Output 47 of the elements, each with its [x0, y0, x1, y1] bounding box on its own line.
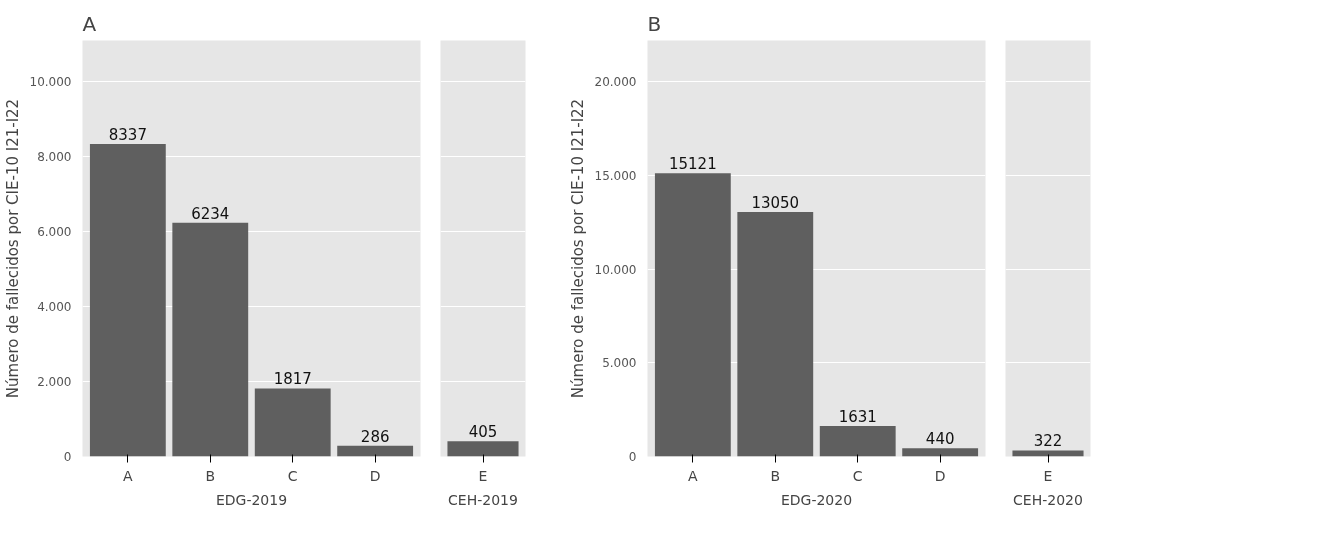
- x-tick-label: D: [934, 467, 946, 484]
- x-axis-title: CEH-2020: [1013, 491, 1083, 508]
- y-tick-label: 0: [63, 450, 72, 464]
- data-label: 6234: [191, 204, 230, 223]
- y-tick-label: 6.000: [37, 225, 72, 240]
- bar: [654, 173, 731, 457]
- bar: [737, 211, 814, 457]
- bar: [254, 388, 331, 457]
- x-tick-label: E: [1043, 467, 1053, 484]
- x-tick-label: E: [478, 467, 488, 484]
- data-label: 13050: [751, 193, 800, 212]
- y-tick-label: 20.000: [594, 75, 637, 90]
- data-label: 405: [468, 423, 498, 442]
- x-tick-label: C: [852, 467, 863, 484]
- bar: [172, 222, 249, 457]
- y-tick-label: 2.000: [37, 375, 72, 390]
- chart-title: B: [647, 11, 662, 36]
- y-tick-label: 10.000: [594, 262, 637, 277]
- y-tick-label: 5.000: [602, 356, 637, 371]
- x-tick-label: B: [770, 467, 781, 484]
- bar: [89, 144, 166, 457]
- bar: [337, 445, 414, 457]
- data-label: 15121: [668, 155, 717, 174]
- y-tick-label: 15.000: [594, 168, 637, 183]
- data-label: 286: [360, 427, 390, 446]
- x-tick-label: C: [287, 467, 298, 484]
- y-tick-label: 10.000: [29, 75, 72, 90]
- data-label: 440: [925, 430, 955, 449]
- y-axis-title: Número de fallecidos por CIE-10 I21-I22: [3, 98, 22, 399]
- data-label: 1817: [273, 370, 312, 389]
- x-axis-title: CEH-2019: [448, 491, 518, 508]
- chart-title: A: [82, 11, 97, 36]
- x-tick-label: A: [123, 467, 134, 484]
- data-label: 322: [1033, 432, 1063, 451]
- x-axis-title: EDG-2019: [215, 491, 288, 508]
- x-tick-label: D: [369, 467, 381, 484]
- y-tick-label: 0: [628, 450, 637, 464]
- x-axis-title: EDG-2020: [780, 491, 853, 508]
- bar: [819, 425, 896, 457]
- data-label: 8337: [108, 126, 147, 145]
- data-label: 1631: [838, 407, 877, 426]
- bar: [902, 448, 979, 457]
- x-tick-label: B: [205, 467, 216, 484]
- y-tick-label: 8.000: [37, 150, 72, 165]
- x-tick-label: A: [688, 467, 699, 484]
- y-axis-title: Número de fallecidos por CIE-10 I21-I22: [568, 98, 587, 399]
- y-tick-label: 4.000: [37, 300, 72, 315]
